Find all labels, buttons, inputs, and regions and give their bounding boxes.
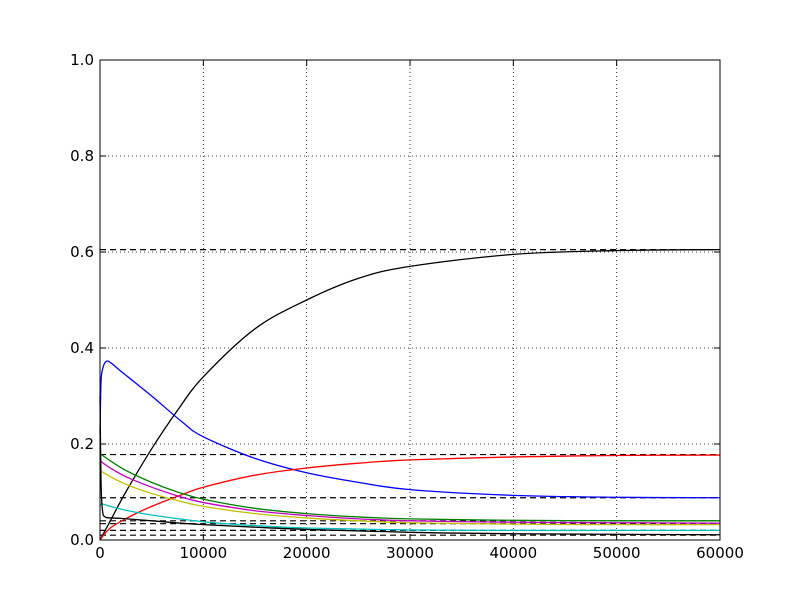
series-line-5 — [99, 469, 721, 526]
x-tick-label-4: 40000 — [489, 544, 537, 562]
x-tick-label-0: 0 — [95, 544, 105, 562]
plot-area: 0 10000 20000 30000 40000 50000 60000 0.0 0.2 0.4… — [70, 51, 744, 562]
x-tick-label-3: 30000 — [386, 544, 434, 562]
y-tick-label-4: 0.8 — [70, 147, 94, 165]
series-line-4 — [99, 460, 721, 524]
series-line-1 — [99, 360, 721, 499]
y-tick-label-0: 0.0 — [70, 531, 94, 549]
y-tick-label-3: 0.6 — [70, 243, 94, 261]
x-tick-label-1: 10000 — [179, 544, 227, 562]
series-line-0 — [99, 248, 721, 541]
x-tick-label-6: 60000 — [696, 544, 744, 562]
x-tick-label-2: 20000 — [283, 544, 331, 562]
series-line-7 — [99, 395, 721, 536]
y-tick-label-5: 1.0 — [70, 51, 94, 69]
series-line-2 — [99, 454, 721, 541]
series-line-6 — [99, 503, 720, 532]
y-tick-label-2: 0.4 — [70, 339, 94, 357]
x-tick-label-5: 50000 — [593, 544, 641, 562]
y-tick-label-1: 0.2 — [70, 435, 94, 453]
series-line-3 — [99, 453, 721, 522]
